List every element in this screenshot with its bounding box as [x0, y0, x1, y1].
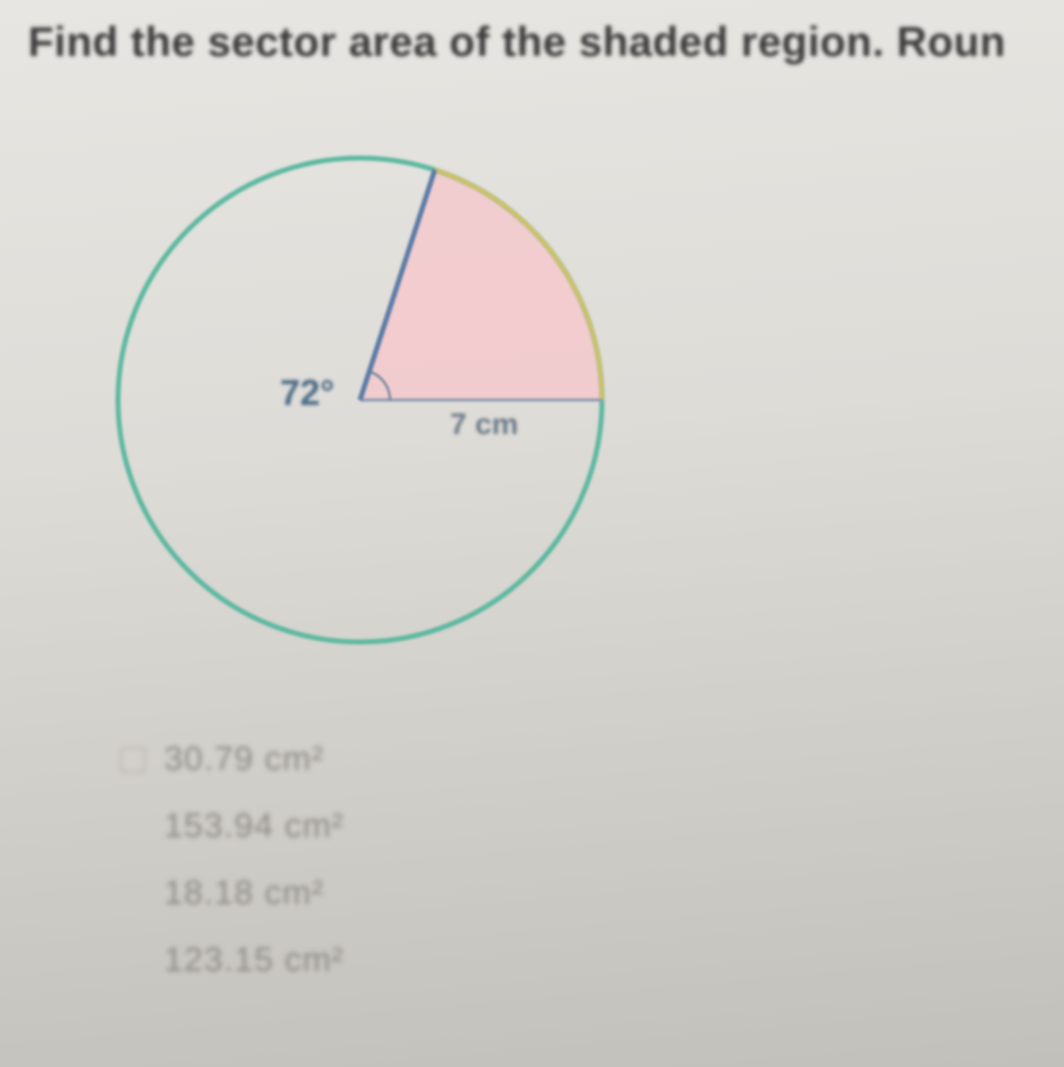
option-label: 18.18 cm²: [164, 874, 324, 913]
angle-value: 72°: [280, 372, 334, 413]
radius-value: 7 cm: [450, 408, 518, 441]
option-a[interactable]: 30.79 cm²: [120, 740, 344, 779]
option-b[interactable]: 153.94 cm²: [120, 807, 344, 846]
question-text: Find the sector area of the shaded regio…: [28, 18, 1064, 66]
option-c[interactable]: 18.18 cm²: [120, 874, 344, 913]
radio-icon[interactable]: [120, 747, 146, 773]
option-label: 30.79 cm²: [164, 740, 324, 779]
angle-label: 72°: [280, 372, 334, 414]
option-d[interactable]: 123.15 cm²: [120, 941, 344, 980]
circle-diagram: [80, 110, 640, 670]
option-label: 123.15 cm²: [164, 941, 344, 980]
circle-figure: 72° 7 cm: [80, 110, 640, 670]
page-container: Find the sector area of the shaded regio…: [0, 0, 1064, 1067]
option-label: 153.94 cm²: [164, 807, 344, 846]
radius-label: 7 cm: [450, 408, 518, 442]
answer-options: 30.79 cm² 153.94 cm² 18.18 cm² 123.15 cm…: [120, 740, 344, 1008]
